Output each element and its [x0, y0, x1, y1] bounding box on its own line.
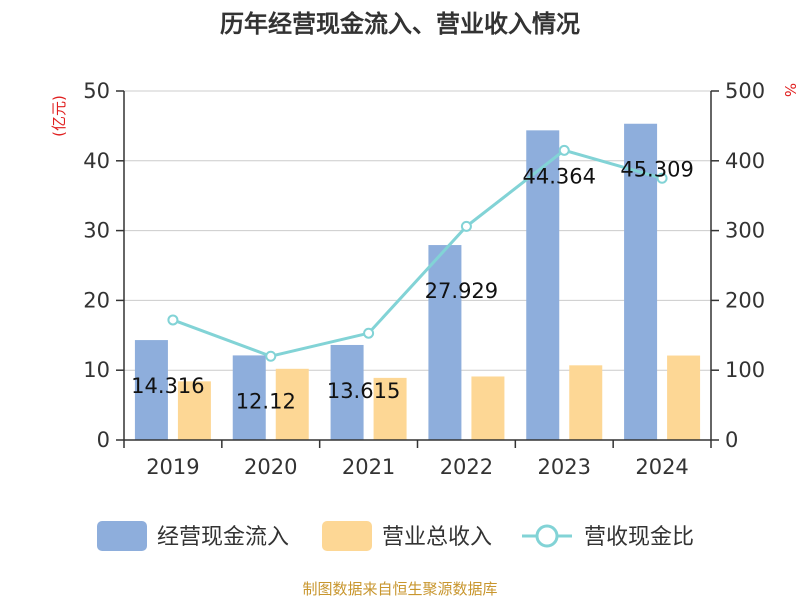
data-labels: 14.316 12.12 13.615 27.929 44.364 45.309: [131, 158, 694, 414]
data-label-cash-inflow: 27.929: [425, 279, 498, 303]
bar-cash-inflow: [134, 340, 168, 440]
ratio-line-point: [558, 144, 570, 156]
left-axis-tick-label: 30: [83, 219, 110, 243]
data-label-cash-inflow: 45.309: [620, 158, 693, 182]
ratio-line-path: [172, 148, 663, 358]
legend: 经营现金流入 营业总收入 营收现金比: [97, 521, 694, 551]
left-axis-unit: (亿元): [50, 95, 68, 137]
data-label-cash-inflow: 44.364: [523, 164, 596, 188]
bar-revenue: [373, 377, 407, 440]
bar-cash-inflow: [428, 245, 462, 440]
x-axis-tick-label: 2020: [244, 455, 297, 479]
gridlines: [124, 90, 711, 371]
right-axis-tick-label: 0: [725, 428, 738, 452]
bar-revenue: [177, 381, 211, 440]
left-axis-tick-label: 50: [83, 79, 110, 103]
right-axis-tick-label: 300: [725, 219, 765, 243]
bar-revenue: [667, 355, 701, 440]
data-label-cash-inflow: 13.615: [327, 379, 400, 403]
left-axis-tick-label: 10: [83, 358, 110, 382]
bar-cash-inflow: [330, 344, 364, 440]
left-axis-tick-label: 40: [83, 149, 110, 173]
data-label-cash-inflow: 12.12: [236, 389, 296, 413]
bars: [134, 123, 701, 441]
legend-swatch-revenue: [322, 521, 372, 551]
x-axis-tick-label: 2022: [440, 455, 493, 479]
right-axis-unit: %: [781, 83, 799, 97]
ratio-line-point: [460, 220, 472, 232]
ratio-line-point: [363, 327, 375, 339]
right-axis-tick-label: 100: [725, 358, 765, 382]
right-axis-tick-label: 200: [725, 288, 765, 312]
bar-revenue: [471, 376, 505, 440]
right-axis-tick-label: 400: [725, 149, 765, 173]
x-axis-tick-label: 2023: [538, 455, 591, 479]
legend-swatch-ratio-marker: [535, 524, 559, 548]
bar-cash-inflow: [526, 130, 560, 440]
chart-title: 历年经营现金流入、营业收入情况: [220, 10, 580, 38]
data-label-cash-inflow: 14.316: [131, 374, 204, 398]
left-axis-tick-label: 20: [83, 288, 110, 312]
left-axis-tick-label: 0: [97, 428, 110, 452]
bar-revenue: [569, 365, 603, 440]
ratio-line-point: [265, 350, 277, 362]
bar-cash-inflow: [232, 355, 266, 440]
ratio-line: [167, 144, 668, 362]
bar-revenue: [275, 368, 309, 440]
right-axis-tick-label: 500: [725, 79, 765, 103]
ratio-line-point: [656, 172, 668, 184]
legend-swatch-cash-inflow: [97, 521, 147, 551]
legend-label-cash-inflow: 经营现金流入: [157, 525, 289, 550]
legend-label-revenue: 营业总收入: [382, 525, 492, 550]
x-axis-tick-label: 2019: [146, 455, 199, 479]
legend-label-ratio: 营收现金比: [584, 525, 694, 550]
ratio-line-point: [167, 314, 179, 326]
source-note: 制图数据来自恒生聚源数据库: [302, 580, 497, 598]
x-axis-tick-label: 2021: [342, 455, 395, 479]
x-axis-tick-label: 2024: [635, 455, 688, 479]
